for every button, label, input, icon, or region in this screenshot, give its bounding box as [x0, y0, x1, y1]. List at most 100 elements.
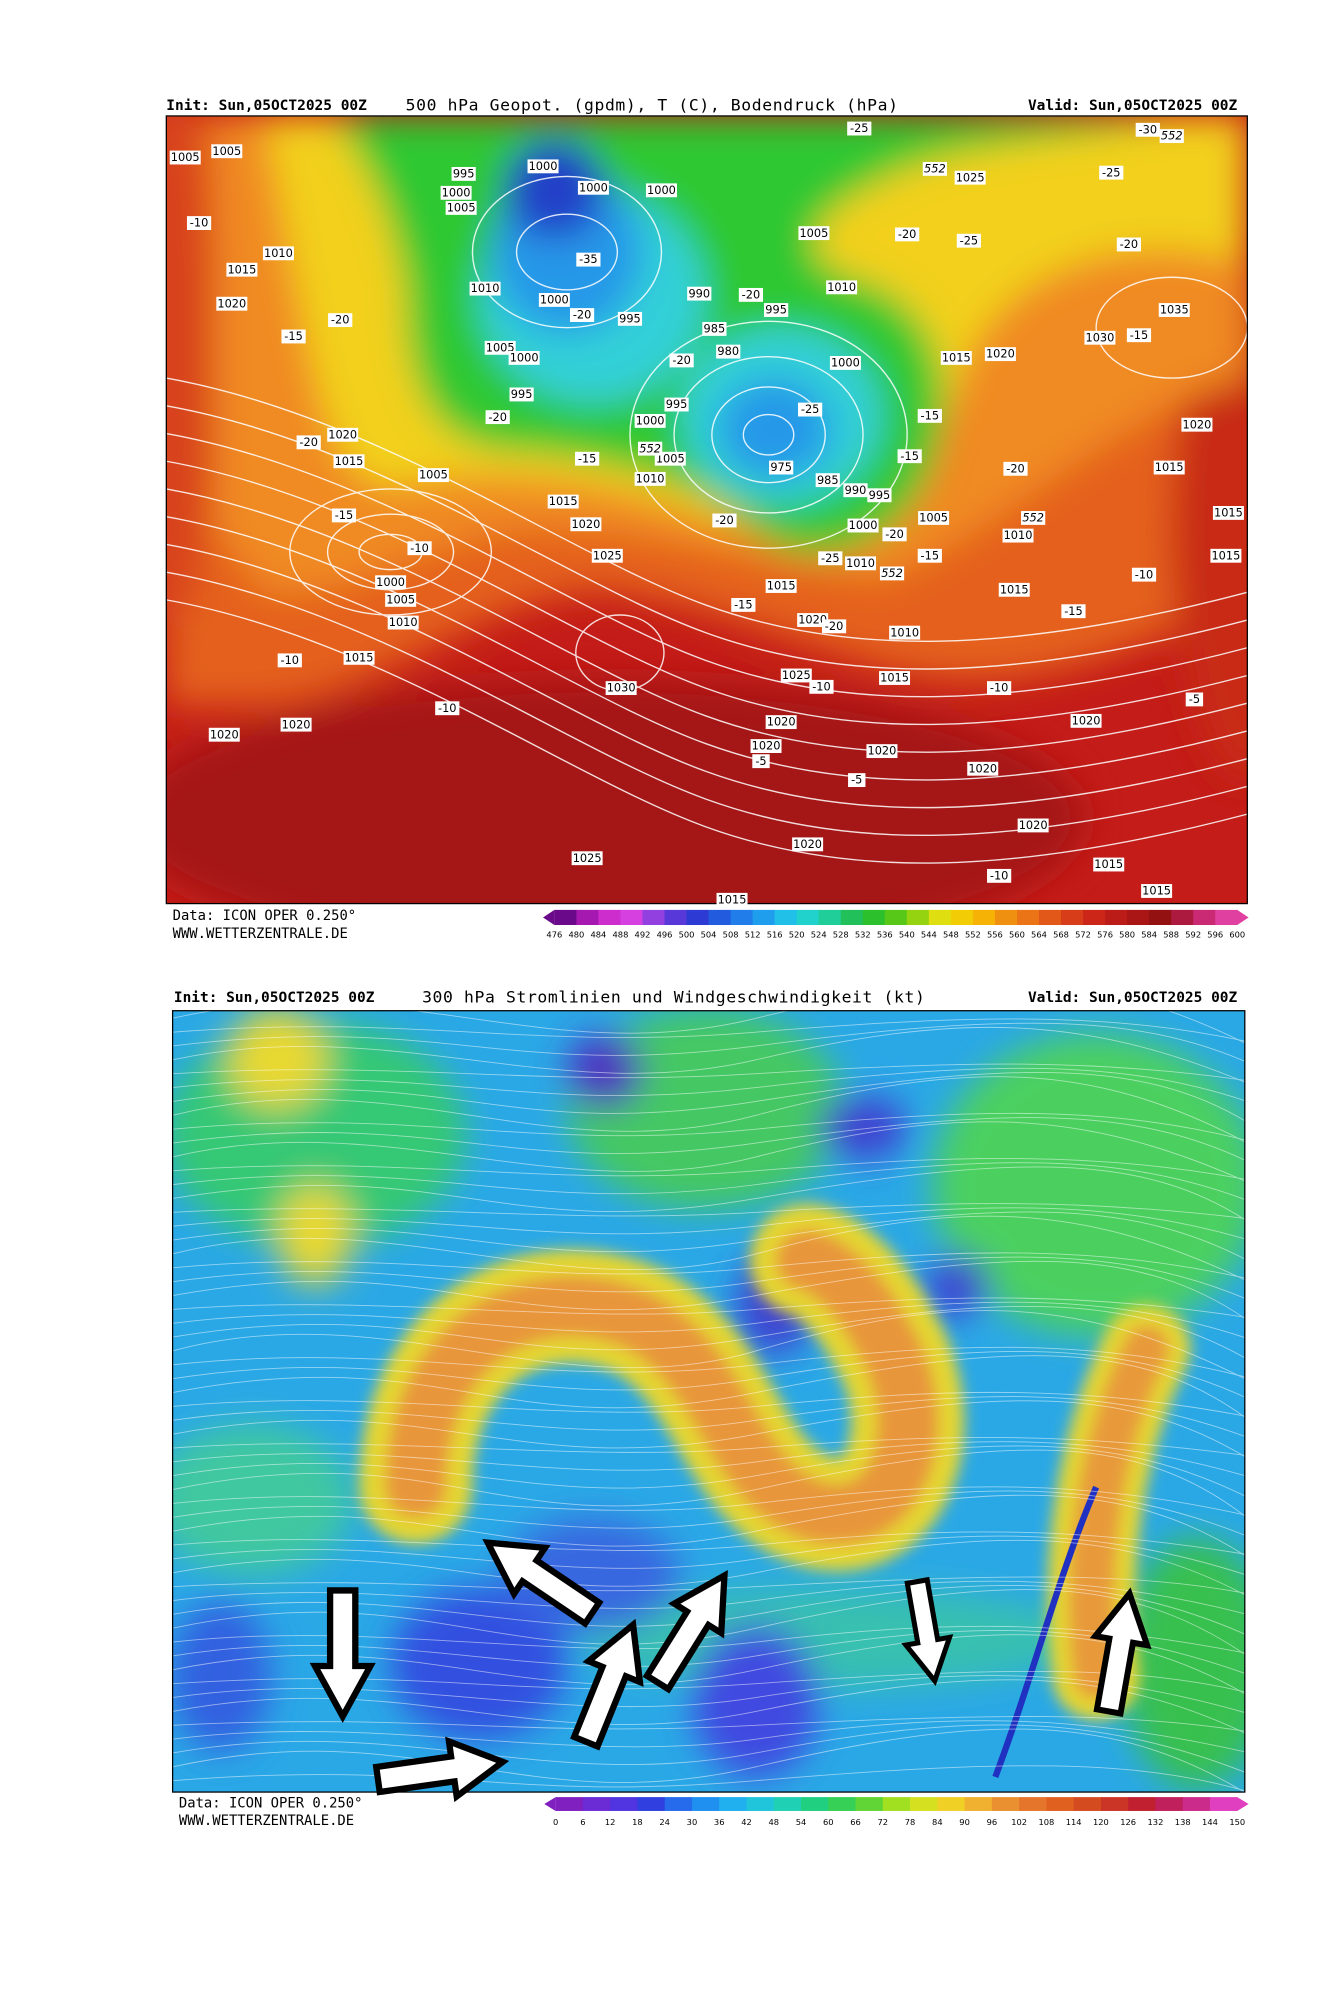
streamline — [172, 1010, 1245, 1044]
contour-label: 995 — [511, 387, 533, 401]
streamline — [172, 1305, 1245, 1359]
label-box — [331, 508, 357, 523]
contour-label: 1020 — [868, 744, 897, 758]
colorbar-label: 532 — [855, 930, 871, 940]
label-box — [750, 739, 782, 753]
colorbar-cell — [686, 909, 709, 926]
label-box — [617, 311, 643, 326]
label-box — [731, 597, 756, 612]
label-box — [634, 413, 666, 428]
label-box — [954, 170, 986, 185]
streamline — [172, 1215, 1245, 1281]
colorbar-label: 120 — [1093, 1817, 1109, 1827]
contour-label: 1000 — [376, 575, 405, 589]
label-box — [712, 513, 737, 528]
contour-label: 1025 — [956, 170, 985, 184]
label-box — [829, 356, 861, 370]
colorbar-cell — [1149, 909, 1172, 926]
arrow — [482, 1538, 604, 1628]
contour-label: -5 — [851, 773, 862, 787]
label-box — [417, 468, 449, 483]
label-box — [797, 613, 829, 627]
label-box — [569, 308, 595, 322]
label-box — [226, 262, 258, 277]
contour-label: 985 — [817, 473, 839, 487]
streamline — [172, 1396, 1245, 1437]
label-box — [967, 761, 999, 776]
colorbar-cell — [1100, 1797, 1129, 1811]
streamline — [172, 1724, 1245, 1773]
contour-label: 1010 — [636, 472, 665, 486]
colorbar-end — [543, 909, 555, 926]
streamline — [172, 1490, 1245, 1536]
colorbar-cell — [818, 909, 842, 926]
label-box — [469, 281, 501, 296]
streamline — [172, 1067, 1245, 1102]
colorbar-label: 576 — [1097, 930, 1113, 940]
colorbar-cell — [928, 909, 952, 926]
label-box — [798, 226, 830, 241]
arrow — [570, 1618, 644, 1751]
colorbar-cell — [730, 909, 753, 926]
contour-label: -20 — [825, 619, 844, 633]
contour-line — [629, 320, 908, 549]
arrow — [1089, 1587, 1152, 1717]
shading — [226, 1010, 328, 1109]
colorbar-label: 492 — [635, 930, 651, 940]
colorbar-cell — [708, 909, 731, 926]
map-title: 500 hPa Geopot. (gpdm), T (C), Bodendruc… — [406, 95, 899, 114]
contour-line — [711, 386, 826, 484]
label-box — [575, 451, 600, 466]
colorbar-label: 560 — [1009, 930, 1025, 940]
contour-label: -25 — [1102, 165, 1121, 179]
colorbar-cell — [994, 909, 1018, 926]
contour-line — [166, 543, 1248, 809]
label-box — [1212, 505, 1244, 520]
colorbar-label: 6 — [580, 1817, 585, 1827]
colorbar-cell — [882, 1797, 911, 1811]
streamline — [172, 1256, 1245, 1299]
contour-label: 1025 — [782, 668, 811, 682]
label-box — [866, 744, 898, 759]
label-box — [634, 471, 666, 486]
contour-label: 990 — [688, 286, 710, 300]
colorbar-cell — [664, 1797, 693, 1811]
label-box — [818, 551, 843, 566]
streamline — [172, 1166, 1245, 1221]
valid-time: Valid: Sun,05OCT2025 00Z — [1028, 990, 1238, 1006]
colorbar-label: 568 — [1053, 930, 1069, 940]
label-box — [1158, 303, 1190, 317]
label-box — [867, 488, 892, 503]
streamline — [172, 1063, 1245, 1081]
colorbar-cell — [964, 1797, 993, 1811]
label-box — [917, 548, 942, 563]
colorbar-label: 48 — [768, 1817, 779, 1827]
streamline — [172, 1441, 1245, 1477]
colorbar-cell — [1171, 909, 1194, 926]
label-box — [1210, 548, 1242, 563]
shading — [277, 1184, 353, 1286]
contour-label: 1000 — [529, 159, 558, 173]
colorbar-label: 54 — [796, 1817, 807, 1827]
contour-label: 1005 — [419, 468, 448, 482]
label-box — [484, 340, 516, 355]
contour-label: 1015 — [335, 454, 364, 468]
contour-label: 995 — [666, 397, 688, 411]
colorbar-label: 524 — [811, 930, 827, 940]
colorbar-label: 96 — [987, 1817, 998, 1827]
contour-label: -10 — [1135, 567, 1154, 581]
streamline — [172, 1297, 1245, 1318]
contour-label: 1010 — [471, 281, 500, 295]
trough-line — [992, 1485, 1100, 1779]
colorbar-end — [1237, 909, 1249, 926]
label-box — [387, 615, 419, 630]
label-box — [956, 233, 981, 248]
contour-label: 995 — [619, 311, 641, 325]
label-box — [769, 460, 794, 475]
colorbar-cell — [620, 909, 643, 926]
shading — [818, 1096, 908, 1160]
colorbar-label: 584 — [1141, 930, 1157, 940]
annotation-arrows — [309, 1538, 1152, 1803]
contour-line — [471, 175, 663, 329]
label-box — [848, 773, 866, 788]
